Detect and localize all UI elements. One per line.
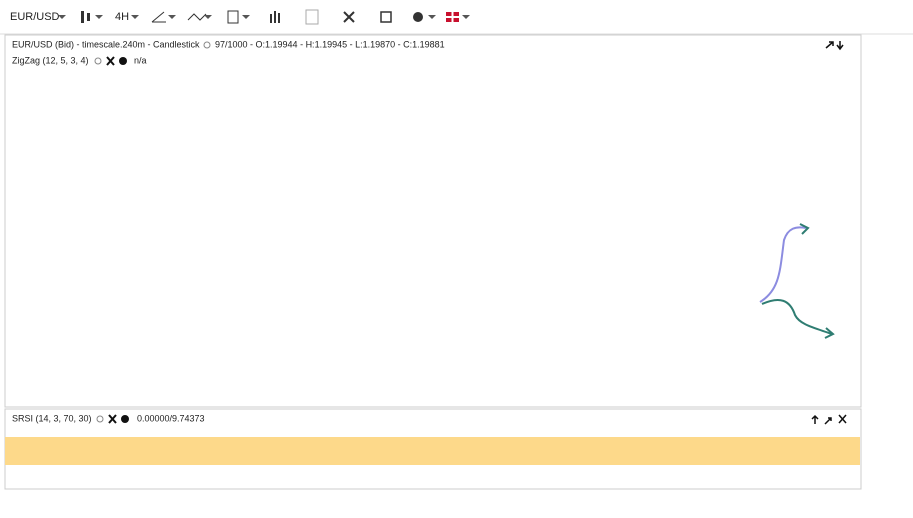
indicator-value: n/a (134, 55, 147, 65)
settings-button[interactable] (413, 12, 423, 22)
remove-icon[interactable] (106, 56, 115, 66)
arrow-head (824, 327, 835, 339)
ohlc-readout: 97/1000 - O:1.19944 - H:1.19945 - L:1.19… (215, 39, 445, 49)
fullscreen-button[interactable] (343, 11, 355, 23)
dropdown-arrow[interactable] (428, 15, 436, 19)
dropdown-arrow[interactable] (168, 15, 176, 19)
candle-type-button[interactable] (81, 11, 90, 23)
dropdown-arrow[interactable] (58, 15, 66, 19)
dropdown-arrow[interactable] (242, 15, 250, 19)
dropdown-arrow[interactable] (131, 15, 139, 19)
visibility-icon[interactable] (94, 57, 102, 65)
shape-tool-button[interactable] (227, 10, 239, 24)
visibility-icon[interactable] (203, 41, 211, 49)
rsi-title: SRSI (14, 3, 70, 30) (12, 413, 92, 423)
rsi-readout: 0.00000/9.74373 (137, 413, 205, 423)
annotation-arrow-down (761, 299, 833, 335)
flag-cross (446, 12, 459, 22)
main-pane-frame (4, 34, 862, 408)
layout-button[interactable] (305, 9, 319, 25)
crosshair-button[interactable] (380, 11, 392, 23)
dropdown-arrow[interactable] (95, 15, 103, 19)
settings-icon[interactable] (119, 57, 127, 65)
timeframe-selector[interactable]: 4H (115, 11, 129, 23)
pattern-tool-button[interactable] (187, 13, 207, 21)
settings-icon[interactable] (121, 415, 129, 423)
annotation-arrow-up (759, 226, 807, 303)
visibility-icon[interactable] (96, 415, 104, 423)
dropdown-arrow[interactable] (204, 15, 212, 19)
toolbar: EUR/USD 4H (0, 0, 913, 35)
drawing-tool-button[interactable] (151, 11, 166, 23)
indicator-name: ZigZag (12, 5, 3, 4) (12, 55, 89, 65)
rsi-band (5, 437, 860, 465)
arrow-head (799, 223, 810, 235)
symbol-selector[interactable]: EUR/USD (10, 11, 60, 23)
dropdown-arrow[interactable] (462, 15, 470, 19)
pane-controls[interactable] (825, 41, 844, 51)
rsi-pane-controls[interactable] (811, 414, 847, 425)
indicators-button[interactable] (270, 11, 280, 23)
remove-icon[interactable] (108, 414, 117, 424)
chart-title: EUR/USD (Bid) - timescale.240m - Candles… (12, 39, 200, 49)
